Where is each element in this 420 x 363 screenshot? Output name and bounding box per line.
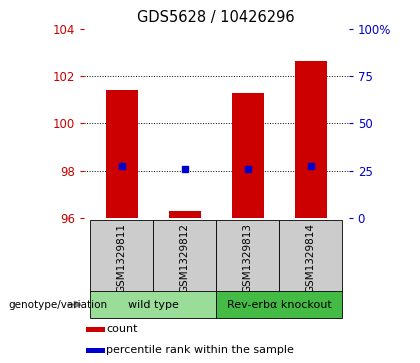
- Text: GSM1329812: GSM1329812: [180, 223, 190, 293]
- Bar: [90, 220, 153, 292]
- Bar: [295, 61, 327, 218]
- Text: GSM1329811: GSM1329811: [117, 223, 127, 293]
- Text: GSM1329813: GSM1329813: [243, 223, 253, 293]
- Text: percentile rank within the sample: percentile rank within the sample: [106, 345, 294, 355]
- Bar: [216, 220, 279, 292]
- Text: Rev-erbα knockout: Rev-erbα knockout: [227, 299, 332, 310]
- Text: genotype/variation: genotype/variation: [8, 299, 108, 310]
- Text: count: count: [106, 325, 138, 334]
- Bar: [106, 90, 138, 218]
- Text: GSM1329814: GSM1329814: [306, 223, 316, 293]
- Bar: [86, 348, 105, 352]
- Bar: [90, 291, 216, 318]
- Bar: [232, 93, 264, 218]
- Bar: [279, 220, 342, 292]
- Bar: [169, 211, 201, 218]
- Bar: [86, 327, 105, 332]
- Bar: [216, 291, 342, 318]
- Text: wild type: wild type: [128, 299, 179, 310]
- Title: GDS5628 / 10426296: GDS5628 / 10426296: [137, 10, 295, 25]
- Bar: [153, 220, 216, 292]
